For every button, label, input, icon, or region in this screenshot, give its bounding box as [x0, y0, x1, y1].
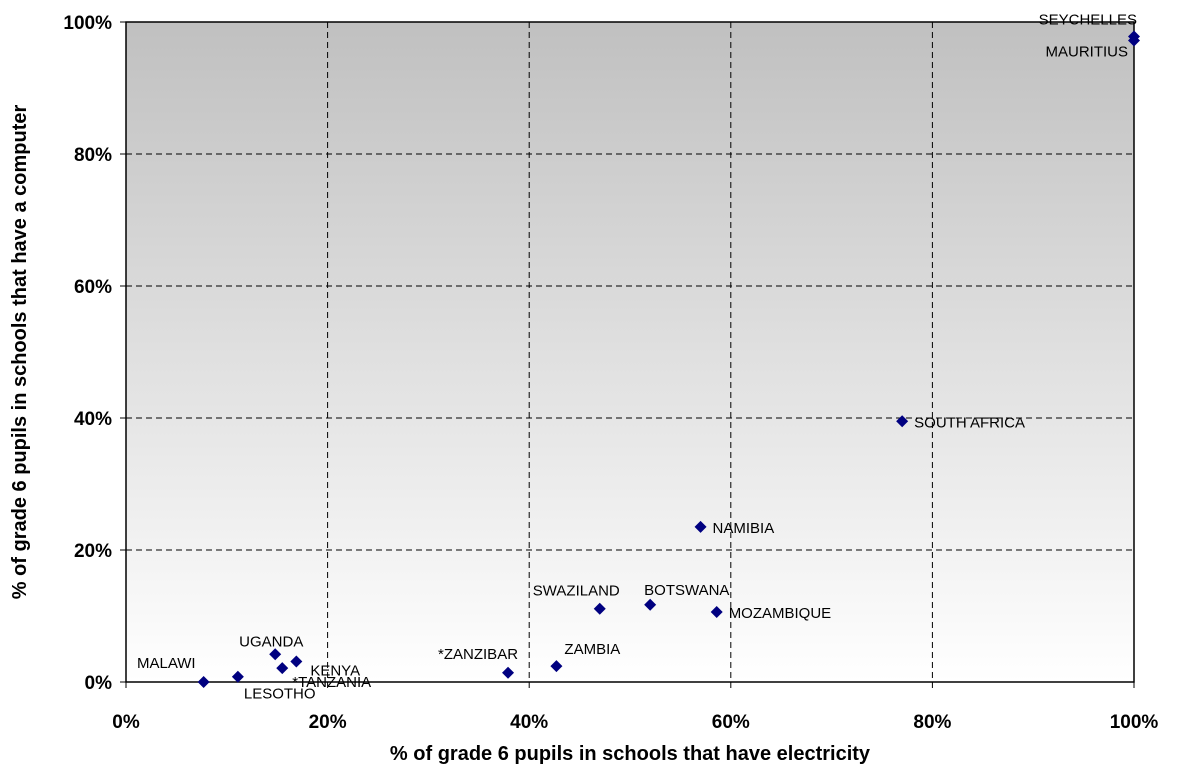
data-point-label: SOUTH AFRICA	[914, 414, 1025, 431]
data-point-label: LESOTHO	[244, 686, 316, 703]
data-point-label: MAURITIUS	[1046, 43, 1129, 60]
y-axis-ticks: 0% 20% 40% 60% 80% 100%	[63, 13, 126, 694]
data-point-label: SEYCHELLES	[1039, 12, 1137, 29]
x-tick-label: 0%	[112, 712, 140, 733]
data-point-marker	[197, 676, 210, 688]
data-point-label: KENYA	[310, 663, 360, 680]
y-tick-label: 100%	[63, 13, 112, 34]
data-point-label: MALAWI	[137, 655, 196, 672]
data-point-marker	[276, 662, 289, 675]
x-axis-title: % of grade 6 pupils in schools that have…	[390, 743, 871, 765]
data-point-label: BOTSWANA	[644, 582, 729, 599]
data-point-marker	[694, 520, 707, 533]
data-point-label: UGANDA	[239, 633, 303, 650]
data-point-label: *TANZANIA	[292, 674, 371, 691]
x-tick-label: 40%	[510, 712, 548, 733]
data-point-marker	[550, 660, 563, 673]
data-point-marker	[290, 655, 303, 668]
y-tick-label: 20%	[74, 541, 112, 562]
x-axis-ticks: 0% 20% 40% 60% 80% 100%	[112, 682, 1158, 733]
data-point-marker	[1128, 34, 1140, 47]
data-point-label: NAMIBIA	[713, 520, 775, 537]
y-tick-label: 80%	[74, 145, 112, 166]
data-point-label: ZAMBIA	[564, 641, 620, 658]
x-tick-label: 60%	[712, 712, 750, 733]
point-labels: SEYCHELLES MAURITIUS SOUTH AFRICA NAMIBIA BO…	[137, 12, 1137, 703]
data-point-label: SWAZILAND	[533, 583, 620, 600]
x-tick-label: 80%	[913, 712, 951, 733]
data-point-label: MOZAMBIQUE	[729, 605, 832, 622]
data-point-marker	[269, 648, 282, 661]
plot-area	[126, 22, 1134, 682]
y-tick-label: 60%	[74, 277, 112, 298]
data-point-marker	[710, 606, 723, 619]
data-points	[197, 30, 1140, 688]
grid-lines	[126, 22, 1134, 682]
data-point-marker	[896, 415, 909, 428]
data-point-marker	[644, 598, 657, 611]
data-point-marker	[593, 602, 606, 615]
data-point-marker	[231, 670, 244, 683]
x-tick-label: 20%	[309, 712, 347, 733]
y-tick-label: 40%	[74, 409, 112, 430]
y-tick-label: 0%	[85, 673, 113, 694]
plot-border	[125, 21, 1135, 683]
data-point-label: *ZANZIBAR	[438, 646, 518, 663]
x-tick-label: 100%	[1110, 712, 1159, 733]
data-point-marker	[502, 666, 515, 679]
y-axis-title: % of grade 6 pupils in schools that have…	[9, 105, 31, 600]
